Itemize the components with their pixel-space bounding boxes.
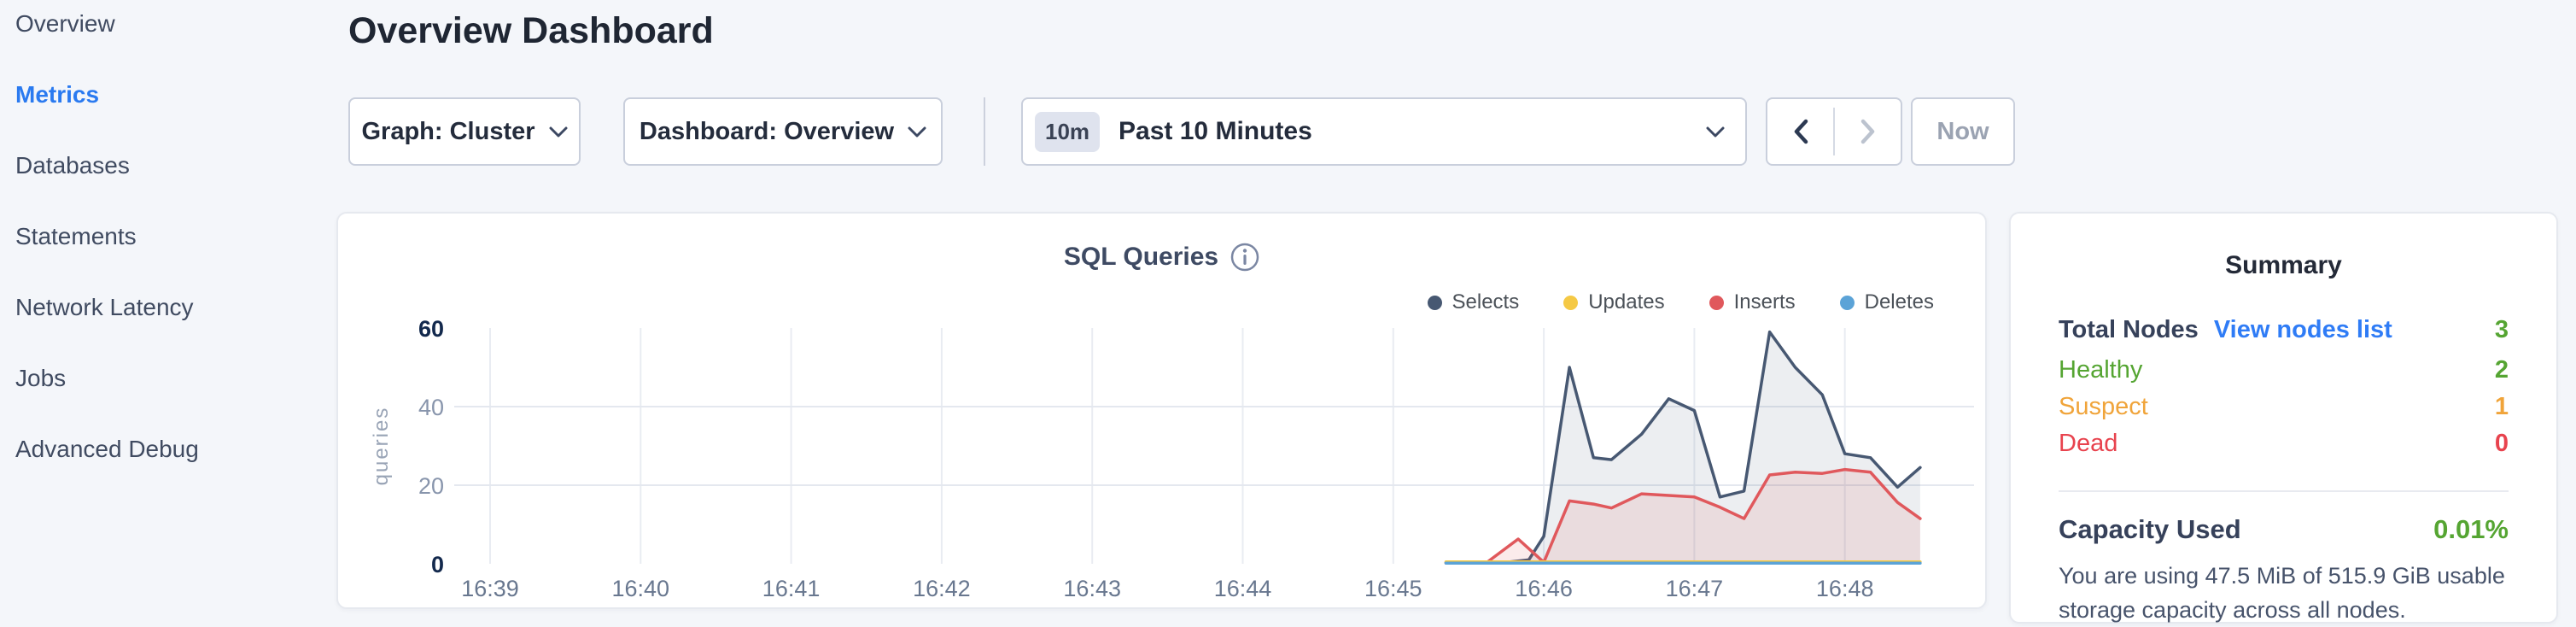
legend-item-deletes[interactable]: Deletes [1839,290,1934,314]
legend-label: Selects [1452,290,1520,314]
previous-time-window-button[interactable] [1767,99,1833,164]
x-tick-label: 16:47 [1666,576,1724,601]
chevron-left-icon [1794,119,1808,144]
healthy-value: 2 [2494,356,2509,384]
legend-dot [1709,295,1724,310]
suspect-nodes-row: Suspect 1 [2059,393,2509,430]
page-title: Overview Dashboard [348,10,714,51]
legend-item-selects[interactable]: Selects [1427,290,1520,314]
chevron-down-icon [908,126,926,137]
summary-panel: Summary Total Nodes View nodes list 3 He… [2009,212,2558,624]
legend-item-updates[interactable]: Updates [1563,290,1665,314]
capacity-used-row: Capacity Used 0.01% [2059,514,2509,545]
chevron-down-icon [1706,126,1725,137]
suspect-value: 1 [2494,393,2509,420]
x-tick-label: 16:39 [461,576,519,601]
chart-legend: Selects Updates Inserts Deletes [1427,290,1934,314]
series-selects-line [1444,330,1922,565]
graph-scope-dropdown[interactable]: Graph: Cluster [348,97,581,166]
capacity-used-label: Capacity Used [2059,514,2241,544]
summary-divider [2059,490,2509,492]
legend-label: Updates [1588,290,1665,314]
now-button[interactable]: Now [1911,97,2015,166]
graph-scope-dropdown-label: Graph: Cluster [361,117,535,145]
legend-item-inserts[interactable]: Inserts [1709,290,1796,314]
total-nodes-value: 3 [2494,316,2509,343]
x-tick-label: 16:41 [762,576,821,601]
sql-queries-chart-card: SQL Queries Selects Updates Inserts Deletes… [336,212,1987,609]
y-tick-label: 0 [431,552,444,577]
legend-label: Inserts [1733,290,1796,314]
x-tick-label: 16:48 [1816,576,1874,601]
y-tick-label: 60 [418,316,444,342]
sidebar-item-advanced-debug[interactable]: Advanced Debug [15,436,199,462]
total-nodes-row: Total Nodes View nodes list 3 [2059,316,2509,353]
sidebar-item-statements[interactable]: Statements [15,223,137,249]
controls-divider [984,97,985,166]
x-tick-label: 16:43 [1063,576,1121,601]
dashboard-dropdown[interactable]: Dashboard: Overview [623,97,943,166]
sidebar-item-jobs[interactable]: Jobs [15,365,67,391]
x-tick-label: 16:46 [1515,576,1573,601]
time-range-label: Past 10 Minutes [1119,117,1312,145]
capacity-used-value: 0.01% [2433,514,2509,544]
capacity-description: You are using 47.5 MiB of 515.9 GiB usab… [2059,563,2505,623]
total-nodes-label: Total Nodes [2059,316,2199,343]
sidebar: Overview Metrics Databases Statements Ne… [0,0,336,624]
y-tick-label: 40 [418,395,444,420]
x-tick-label: 16:45 [1364,576,1422,601]
dashboard-dropdown-label: Dashboard: Overview [639,117,895,145]
healthy-label: Healthy [2059,356,2143,384]
view-nodes-list-link[interactable]: View nodes list [2213,316,2392,343]
time-range-badge: 10m [1035,111,1101,152]
dead-label: Dead [2059,430,2118,457]
chart-title: SQL Queries [1063,243,1219,271]
sidebar-item-network-latency[interactable]: Network Latency [15,294,194,320]
series-selects-area [1446,331,1920,564]
time-step-buttons [1766,97,1902,166]
info-circle-icon[interactable] [1230,243,1259,272]
y-tick-label: 20 [418,473,444,499]
summary-title: Summary [2225,251,2342,279]
x-tick-label: 16:42 [913,576,971,601]
dead-nodes-row: Dead 0 [2059,430,2509,466]
sidebar-item-metrics[interactable]: Metrics [15,81,100,108]
legend-label: Deletes [1864,290,1934,314]
now-button-label: Now [1936,117,1989,145]
legend-dot [1839,295,1855,310]
chevron-right-icon [1860,119,1874,144]
chart-hover-area[interactable] [454,328,1974,564]
x-tick-label: 16:44 [1214,576,1272,601]
healthy-nodes-row: Healthy 2 [2059,356,2509,393]
suspect-label: Suspect [2059,393,2148,420]
time-range-dropdown[interactable]: 10m Past 10 Minutes [1021,97,1747,166]
series-inserts-area [1446,469,1920,564]
x-tick-label: 16:40 [612,576,670,601]
dead-value: 0 [2494,430,2509,457]
y-axis-label: queries [370,407,393,486]
chevron-down-icon [549,126,568,137]
sql-queries-chart[interactable]: 0 20 40 60 16:39 16:40 16:41 16:42 16:43 16:44 16:… [338,214,1985,607]
legend-dot [1563,295,1579,310]
sidebar-item-overview[interactable]: Overview [15,10,115,37]
next-time-window-button[interactable] [1835,99,1901,164]
segment-divider [1833,108,1835,155]
legend-dot [1427,295,1442,310]
sidebar-item-databases[interactable]: Databases [15,152,130,179]
